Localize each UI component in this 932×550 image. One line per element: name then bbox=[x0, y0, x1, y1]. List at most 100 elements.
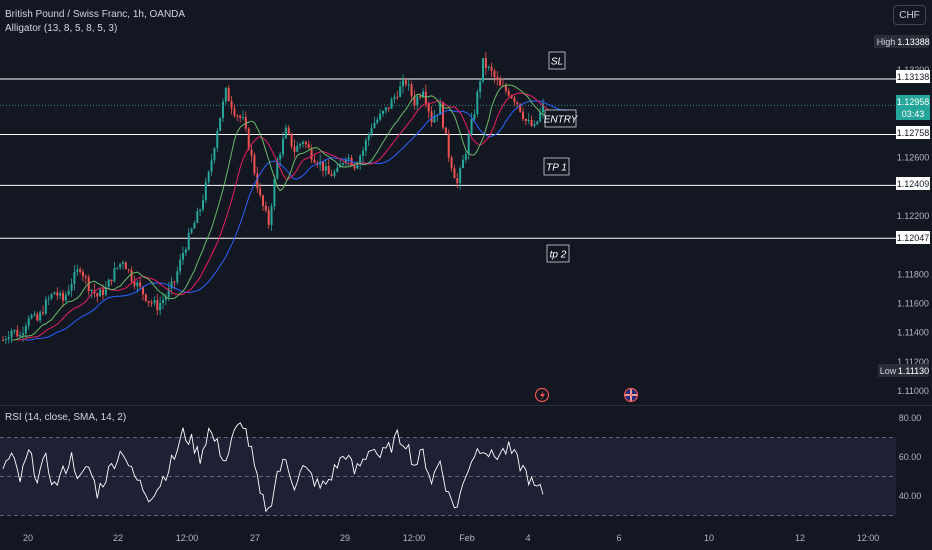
down-candle bbox=[442, 102, 444, 128]
up-candle bbox=[159, 302, 162, 311]
down-candle bbox=[290, 133, 293, 147]
up-candle bbox=[53, 292, 56, 295]
up-candle bbox=[382, 110, 384, 114]
low-value: 1.11130 bbox=[898, 366, 929, 376]
up-candle bbox=[119, 263, 122, 268]
up-candle bbox=[536, 121, 539, 125]
down-candle bbox=[36, 314, 39, 321]
down-candle bbox=[144, 294, 147, 301]
down-candle bbox=[424, 91, 427, 104]
down-candle bbox=[147, 300, 150, 303]
chart-title[interactable]: British Pound / Swiss Franc, 1h, OANDA bbox=[5, 9, 186, 20]
up-candle bbox=[422, 91, 424, 97]
price-tick-label: 1.12200 bbox=[897, 211, 930, 221]
lightning-event-icon[interactable] bbox=[534, 387, 550, 403]
up-candle bbox=[67, 290, 70, 295]
alligator-teeth-line bbox=[17, 92, 558, 341]
time-tick-label: 12:00 bbox=[176, 533, 199, 543]
down-candle bbox=[513, 97, 516, 103]
rsi-pane[interactable] bbox=[0, 422, 896, 516]
down-candle bbox=[444, 127, 447, 134]
high-tag: High 1.13388 bbox=[874, 35, 930, 48]
up-candle bbox=[113, 267, 116, 282]
up-candle bbox=[33, 314, 36, 316]
down-candle bbox=[127, 269, 130, 271]
up-candle bbox=[76, 269, 79, 272]
time-tick-label: 27 bbox=[250, 533, 260, 543]
down-candle bbox=[404, 80, 407, 85]
up-candle bbox=[164, 297, 167, 300]
down-candle bbox=[304, 141, 307, 145]
down-candle bbox=[327, 166, 330, 175]
tp1-level-value: 1.12409 bbox=[897, 179, 930, 189]
up-candle bbox=[19, 334, 22, 337]
up-candle bbox=[273, 178, 276, 207]
down-candle bbox=[253, 155, 256, 174]
up-candle bbox=[324, 166, 327, 171]
down-candle bbox=[530, 120, 533, 126]
up-candle bbox=[219, 117, 222, 131]
sl-level-tag: 1.13138 bbox=[896, 70, 930, 83]
down-candle bbox=[130, 270, 133, 282]
rsi-legend[interactable]: RSI (14, close, SMA, 14, 2) bbox=[5, 412, 127, 423]
up-candle bbox=[73, 271, 76, 284]
alligator-indicator bbox=[11, 84, 566, 341]
high-label: High bbox=[877, 37, 896, 47]
up-candle bbox=[167, 288, 170, 298]
down-candle bbox=[450, 157, 453, 169]
up-candle bbox=[30, 315, 33, 319]
down-candle bbox=[233, 108, 236, 116]
down-candle bbox=[264, 205, 267, 211]
down-candle bbox=[522, 111, 524, 119]
tp2-level-tag: 1.12047 bbox=[896, 231, 930, 244]
up-candle bbox=[104, 287, 107, 295]
up-candle bbox=[222, 101, 224, 118]
up-candle bbox=[359, 156, 362, 164]
up-candle bbox=[527, 120, 530, 122]
currency-button[interactable]: CHF bbox=[893, 5, 926, 25]
alligator-legend[interactable]: Alligator (13, 8, 5, 8, 5, 3) bbox=[5, 23, 118, 34]
up-candle bbox=[179, 259, 182, 272]
down-candle bbox=[413, 96, 416, 106]
up-candle bbox=[464, 154, 467, 160]
up-candle bbox=[202, 200, 204, 210]
tp1-annotation[interactable]: TP 1 bbox=[543, 157, 570, 176]
candle-countdown: 03:43 bbox=[902, 109, 925, 119]
up-candle bbox=[27, 318, 30, 326]
up-candle bbox=[153, 300, 156, 304]
uk-flag-event-icon[interactable] bbox=[623, 387, 639, 403]
sl-annotation[interactable]: SL bbox=[548, 51, 566, 70]
down-candle bbox=[102, 289, 104, 295]
down-candle bbox=[496, 77, 499, 81]
up-candle bbox=[107, 279, 110, 288]
up-candle bbox=[533, 124, 536, 126]
up-candle bbox=[50, 294, 53, 299]
down-candle bbox=[56, 292, 59, 296]
down-candle bbox=[447, 133, 450, 158]
down-candle bbox=[330, 174, 333, 177]
up-candle bbox=[279, 154, 282, 160]
entry-annotation[interactable]: ENTRY bbox=[544, 109, 579, 128]
tp2-level-value: 1.12047 bbox=[897, 233, 930, 243]
up-candle bbox=[482, 58, 484, 82]
rsi-axis[interactable]: 80.00 60.00 40.00 bbox=[899, 413, 922, 501]
down-candle bbox=[516, 102, 519, 104]
time-tick-label: 22 bbox=[113, 533, 123, 543]
down-candle bbox=[524, 118, 527, 121]
up-candle bbox=[7, 337, 10, 340]
up-candle bbox=[336, 167, 339, 172]
tp2-annotation[interactable]: tp 2 bbox=[546, 244, 570, 263]
up-candle bbox=[162, 299, 164, 303]
up-candle bbox=[170, 281, 173, 289]
low-label: Low bbox=[880, 366, 897, 376]
down-candle bbox=[490, 66, 493, 71]
up-candle bbox=[299, 143, 302, 146]
alligator-lips-line bbox=[11, 84, 552, 341]
up-candle bbox=[13, 330, 16, 332]
time-axis[interactable]: 20 22 12:00 27 29 12:00 Feb 4 6 10 12 12:00 bbox=[23, 533, 879, 543]
down-candle bbox=[322, 161, 324, 171]
up-candle bbox=[539, 112, 542, 122]
tp1-label: TP 1 bbox=[546, 163, 567, 174]
up-candle bbox=[364, 140, 367, 151]
